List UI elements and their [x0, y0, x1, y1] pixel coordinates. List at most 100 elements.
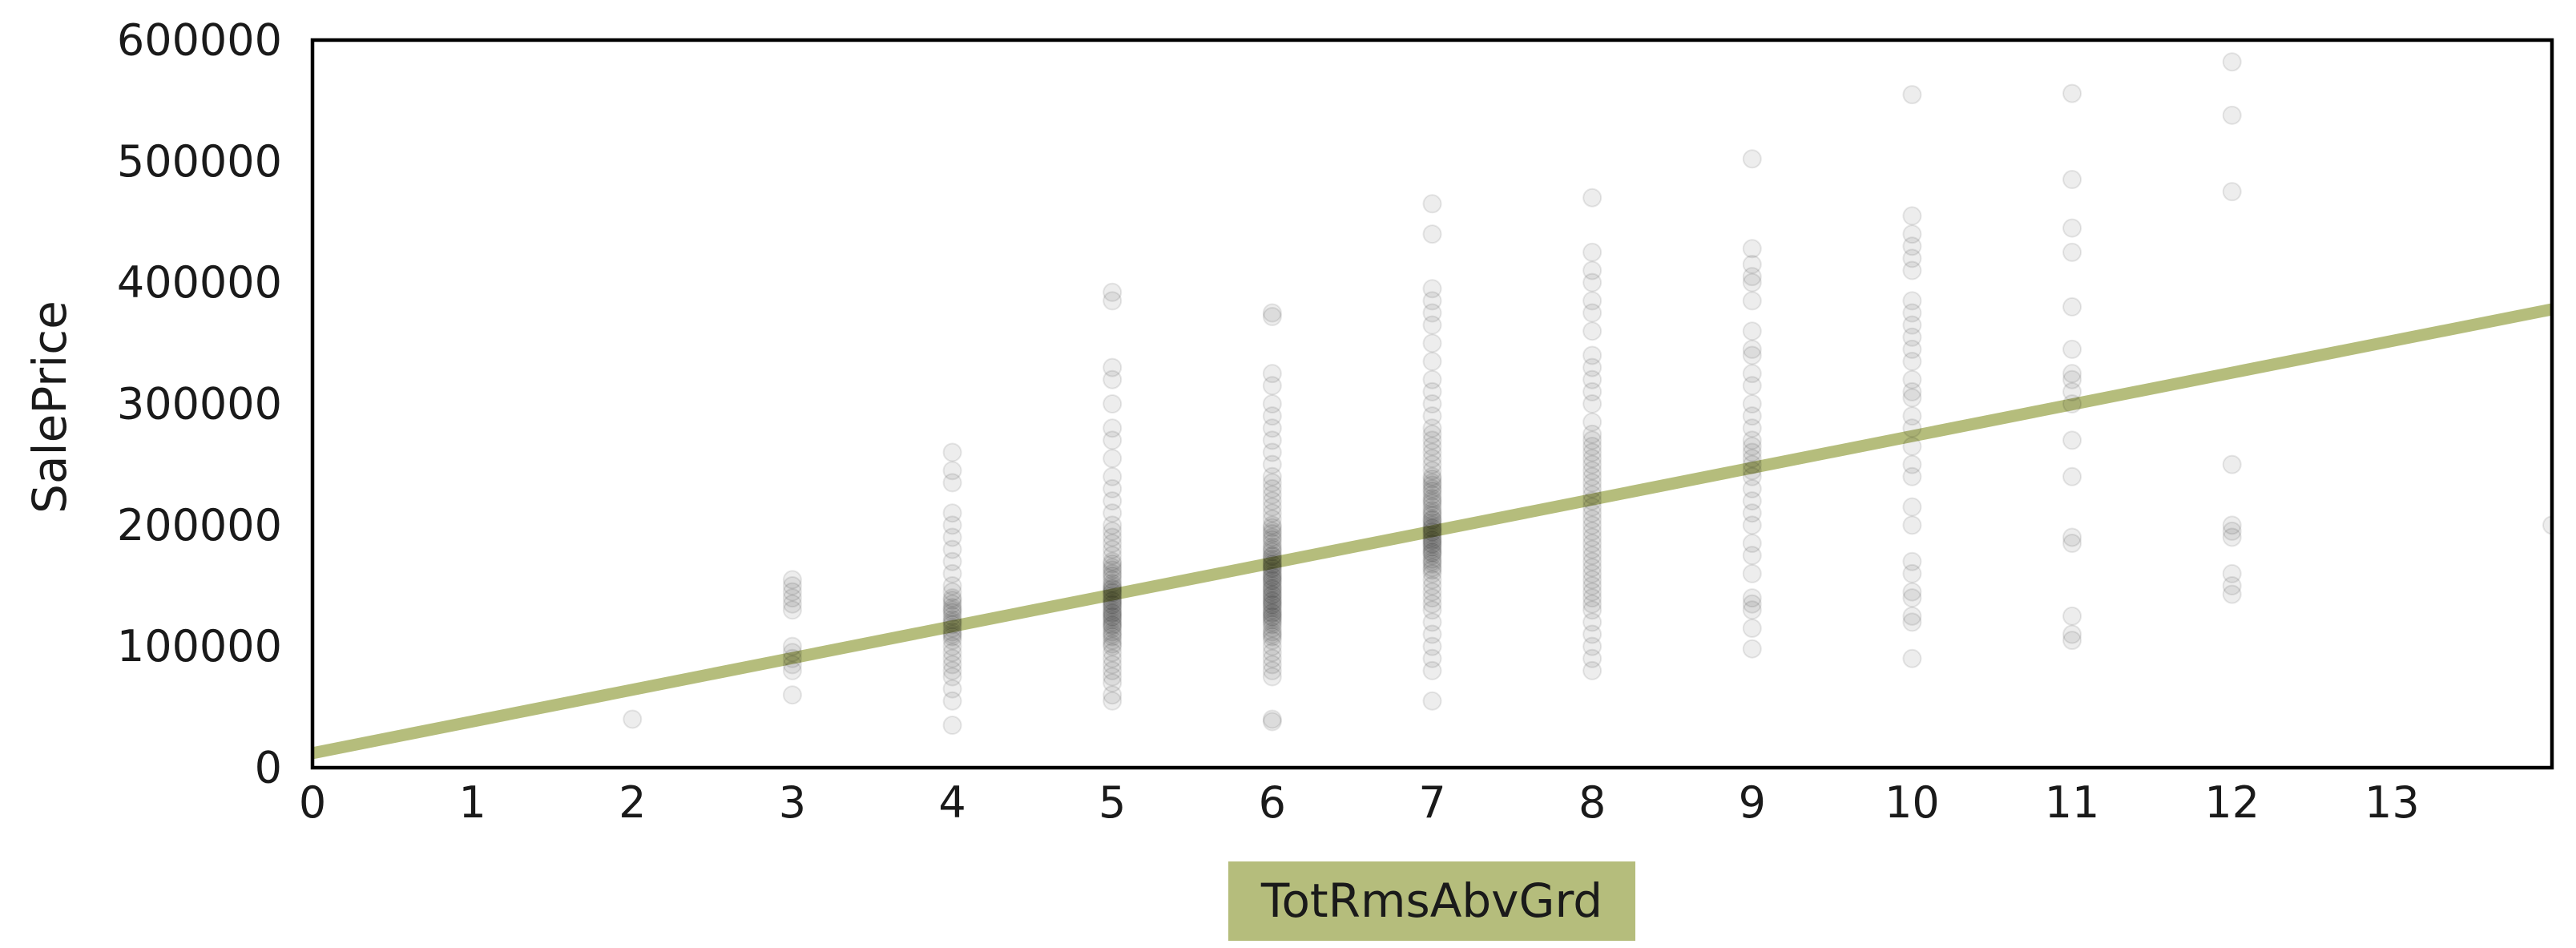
data-point — [1262, 631, 1282, 651]
data-point — [1902, 388, 1922, 408]
data-point — [1103, 648, 1123, 668]
data-point — [1103, 582, 1123, 602]
data-point — [1742, 442, 1762, 462]
data-point — [1103, 357, 1123, 377]
data-point — [1422, 491, 1442, 511]
data-point — [1422, 560, 1442, 580]
data-point — [942, 442, 962, 462]
data-point — [1582, 539, 1602, 559]
data-point — [1422, 494, 1442, 514]
x-tick-label: 7 — [1418, 777, 1445, 828]
data-point — [1422, 481, 1442, 501]
data-point — [1422, 442, 1442, 462]
data-point — [1103, 430, 1123, 450]
data-point — [1422, 461, 1442, 481]
data-point — [1103, 595, 1123, 615]
data-point — [1902, 291, 1922, 311]
x-tick-labels: 0 1 2 3 4 5 6 7 8 9 10 11 12 13 — [299, 777, 2420, 828]
data-point — [1902, 236, 1922, 256]
data-point — [1422, 478, 1442, 498]
data-point — [1262, 607, 1282, 627]
data-point — [1262, 622, 1282, 642]
data-point — [1902, 588, 1922, 608]
data-point — [2062, 631, 2082, 651]
data-point — [1262, 603, 1282, 623]
data-point — [1262, 595, 1282, 615]
data-point — [1742, 639, 1762, 659]
data-point — [1742, 546, 1762, 566]
data-point — [1742, 466, 1762, 486]
data-point — [1582, 454, 1602, 474]
data-point — [942, 473, 962, 493]
data-point — [1742, 515, 1762, 535]
data-point — [1262, 518, 1282, 538]
data-point — [1742, 534, 1762, 554]
data-point — [2222, 521, 2242, 541]
data-point — [782, 685, 802, 705]
data-point — [1262, 534, 1282, 554]
x-axis-title-group: TotRmsAbvGrd — [1228, 861, 1635, 941]
data-point — [942, 606, 962, 626]
data-point — [1582, 321, 1602, 341]
data-point — [1262, 394, 1282, 413]
data-point — [1902, 648, 1922, 668]
data-point — [1582, 612, 1602, 632]
data-point — [942, 591, 962, 611]
data-point — [1422, 381, 1442, 401]
data-point — [1582, 588, 1602, 608]
data-point — [2062, 430, 2082, 450]
data-point — [1422, 291, 1442, 311]
data-point — [1742, 454, 1762, 474]
data-point — [1262, 485, 1282, 505]
data-point — [1582, 260, 1602, 280]
data-point — [1742, 478, 1762, 498]
data-point — [1262, 709, 1282, 729]
data-point — [782, 643, 802, 663]
data-point — [1582, 594, 1602, 614]
data-point — [1103, 576, 1123, 595]
data-point — [1262, 563, 1282, 583]
data-point — [1422, 513, 1442, 533]
data-point — [1422, 518, 1442, 538]
data-point — [1582, 357, 1602, 377]
data-point — [1262, 503, 1282, 523]
data-point — [1422, 394, 1442, 413]
y-tick-label: 200000 — [117, 500, 282, 551]
data-point — [1902, 418, 1922, 438]
data-point — [1902, 369, 1922, 389]
data-point — [1902, 248, 1922, 268]
x-tick-label: 9 — [1739, 777, 1766, 828]
x-axis-title-box — [1228, 861, 1635, 941]
plot-area-frame — [310, 38, 2554, 770]
data-point — [1262, 554, 1282, 574]
data-point — [942, 636, 962, 656]
data-point — [782, 582, 802, 602]
data-point — [1103, 615, 1123, 635]
x-tick-label: 8 — [1578, 777, 1606, 828]
data-point — [942, 615, 962, 635]
data-point — [2062, 534, 2082, 554]
x-tick-label: 1 — [458, 777, 486, 828]
data-point — [1262, 579, 1282, 599]
data-point — [1582, 660, 1602, 680]
data-point — [1422, 473, 1442, 493]
data-point — [1103, 610, 1123, 630]
data-point — [1582, 473, 1602, 493]
data-point — [2062, 527, 2082, 547]
regression-line-layer — [312, 303, 2552, 760]
data-point — [2062, 624, 2082, 644]
data-point — [1103, 591, 1123, 611]
data-point — [942, 515, 962, 535]
data-point — [1262, 521, 1282, 541]
data-point — [2062, 297, 2082, 317]
data-point — [942, 594, 962, 614]
data-point — [1103, 631, 1123, 651]
data-point — [2222, 515, 2242, 535]
data-point — [1262, 376, 1282, 396]
data-point — [1103, 591, 1123, 611]
data-point — [1742, 364, 1762, 384]
data-point — [1582, 600, 1602, 620]
data-point — [1103, 636, 1123, 656]
data-point — [1422, 475, 1442, 495]
data-point — [1103, 643, 1123, 663]
